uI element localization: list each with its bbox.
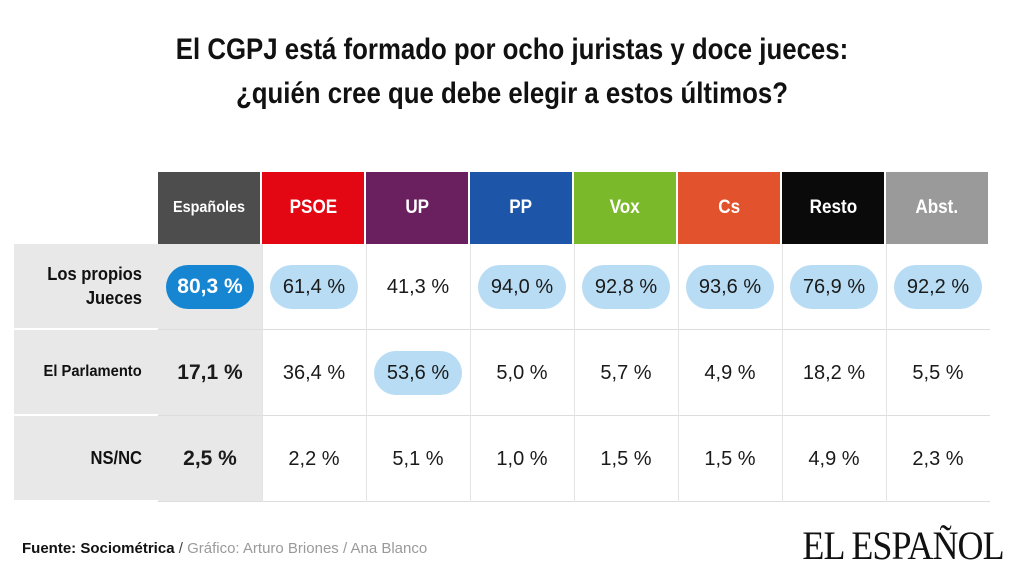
row-label-text: El Parlamento	[43, 363, 142, 380]
chart-title-line-2: ¿quién cree que debe elegir a estos últi…	[236, 77, 788, 110]
column-divider	[574, 244, 575, 502]
column-header-label: Cs	[718, 197, 740, 218]
chart-title-line-1: El CGPJ está formado por ocho juristas y…	[175, 33, 849, 66]
row-label-2: NS/NC	[14, 416, 158, 502]
highlighted-value: 93,6 %	[686, 265, 774, 309]
value-cell: 1,0 %	[470, 416, 574, 502]
value-text: 1,5 %	[600, 447, 652, 470]
value-cell: 80,3 %	[158, 244, 262, 330]
value-text: 5,0 %	[496, 361, 548, 384]
column-header-label: PP	[509, 197, 533, 218]
value-text: 36,4 %	[282, 361, 346, 384]
value-text: 18,2 %	[802, 361, 866, 384]
column-divider	[470, 244, 471, 502]
value-text: 1,0 %	[496, 447, 548, 470]
value-cell: 94,0 %	[470, 244, 574, 330]
value-text: 17,1 %	[177, 361, 243, 384]
column-header-3: PP	[470, 172, 574, 244]
chart-title: El CGPJ está formado por ocho juristas y…	[72, 28, 953, 116]
highlighted-value: 92,2 %	[894, 265, 982, 309]
value-cell: 5,0 %	[470, 330, 574, 416]
source-text: Fuente: Sociométrica	[22, 540, 175, 557]
column-header-label: UP	[405, 197, 429, 218]
column-divider	[262, 244, 263, 502]
highlighted-value: 53,6 %	[374, 351, 462, 395]
column-header-2: UP	[366, 172, 470, 244]
column-header-label: Resto	[809, 197, 857, 218]
footer: Fuente: Sociométrica / Gráfico: Arturo B…	[22, 540, 427, 557]
column-divider	[886, 244, 887, 502]
column-header-label: PSOE	[289, 197, 337, 218]
value-cell: 5,5 %	[886, 330, 990, 416]
column-divider	[782, 244, 783, 502]
value-text: 5,1 %	[392, 447, 444, 470]
value-cell: 18,2 %	[782, 330, 886, 416]
el-espanol-logo: EL ESPAÑOL	[802, 523, 1005, 568]
value-text: 2,5 %	[183, 447, 237, 470]
value-cell: 92,8 %	[574, 244, 678, 330]
column-header-6: Resto	[782, 172, 886, 244]
value-text: 5,7 %	[600, 361, 652, 384]
column-divider	[366, 244, 367, 502]
value-cell: 92,2 %	[886, 244, 990, 330]
credit-text: Gráfico: Arturo Briones / Ana Blanco	[187, 540, 428, 557]
column-divider	[678, 244, 679, 502]
value-text: 1,5 %	[704, 447, 756, 470]
highlighted-value: 61,4 %	[270, 265, 358, 309]
row-label-1: El Parlamento	[14, 330, 158, 416]
highlighted-value: 80,3 %	[166, 265, 254, 309]
value-cell: 1,5 %	[678, 416, 782, 502]
value-cell: 17,1 %	[158, 330, 262, 416]
highlighted-value: 92,8 %	[582, 265, 670, 309]
value-cell: 53,6 %	[366, 330, 470, 416]
value-text: 2,3 %	[912, 447, 964, 470]
value-cell: 5,7 %	[574, 330, 678, 416]
column-header-0: Españoles	[158, 172, 262, 244]
value-text: 4,9 %	[704, 361, 756, 384]
highlighted-value: 76,9 %	[790, 265, 878, 309]
value-cell: 61,4 %	[262, 244, 366, 330]
row-label-text: NS/NC	[90, 448, 142, 468]
value-cell: 1,5 %	[574, 416, 678, 502]
value-cell: 4,9 %	[678, 330, 782, 416]
value-cell: 4,9 %	[782, 416, 886, 502]
value-cell: 2,2 %	[262, 416, 366, 502]
value-cell: 36,4 %	[262, 330, 366, 416]
column-header-4: Vox	[574, 172, 678, 244]
footer-separator: /	[174, 540, 188, 557]
column-header-label: Vox	[609, 197, 641, 218]
value-text: 41,3 %	[386, 275, 450, 298]
value-cell: 76,9 %	[782, 244, 886, 330]
value-text: 4,9 %	[808, 447, 860, 470]
column-header-label: Españoles	[172, 199, 246, 216]
results-table: Españoles PSOE UP PP Vox Cs Resto Abst. Los prop…	[14, 172, 990, 502]
value-cell: 2,3 %	[886, 416, 990, 502]
row-label-0: Los propios Jueces	[14, 244, 158, 330]
value-cell: 93,6 %	[678, 244, 782, 330]
value-cell: 41,3 %	[366, 244, 470, 330]
value-text: 5,5 %	[912, 361, 964, 384]
column-header-5: Cs	[678, 172, 782, 244]
column-header-label: Abst.	[915, 197, 959, 218]
row-label-text: Los propios Jueces	[47, 264, 142, 308]
column-header-7: Abst.	[886, 172, 990, 244]
value-text: 2,2 %	[288, 447, 340, 470]
column-header-1: PSOE	[262, 172, 366, 244]
highlighted-value: 94,0 %	[478, 265, 566, 309]
value-cell: 5,1 %	[366, 416, 470, 502]
value-cell: 2,5 %	[158, 416, 262, 502]
